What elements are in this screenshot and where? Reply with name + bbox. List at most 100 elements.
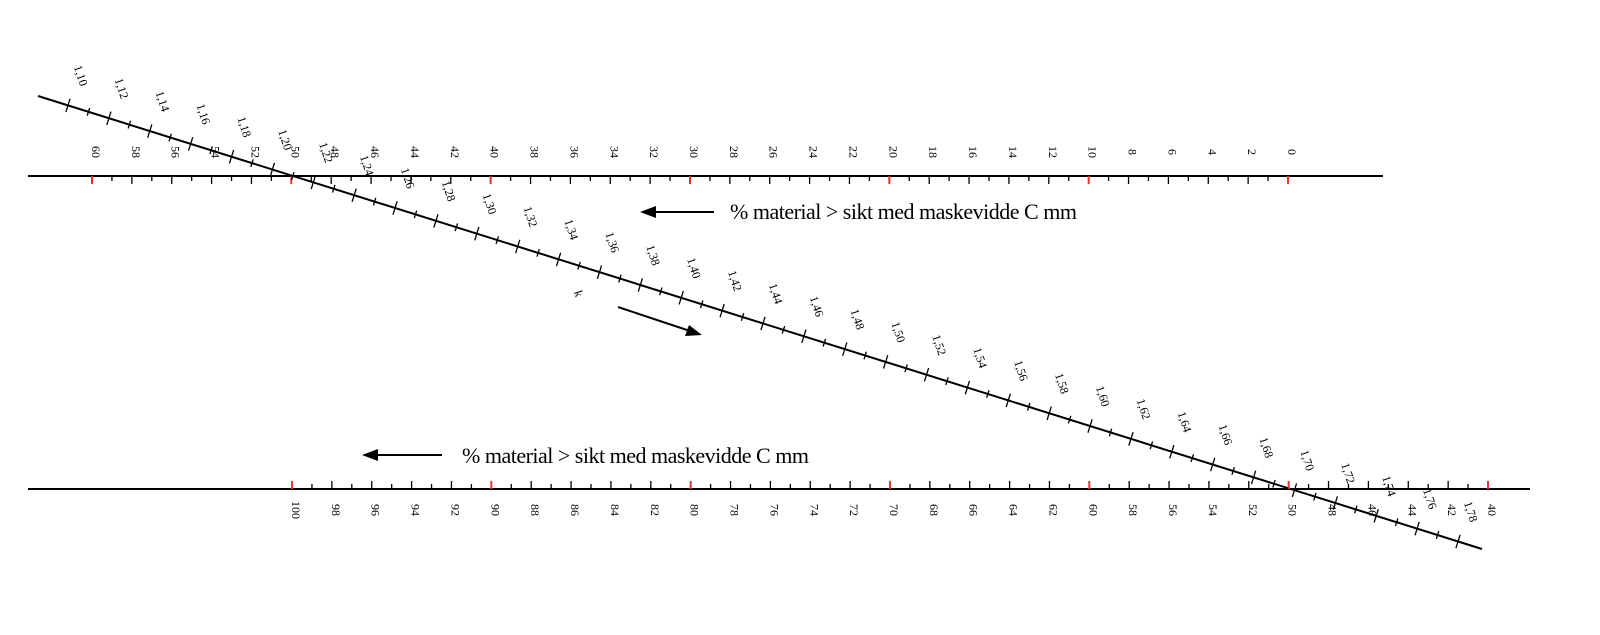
diagonal-scale-tick [1005,393,1012,408]
diagonal-scale-tick [1250,470,1257,485]
diagonal-scale-tick [1067,415,1072,424]
top-scale-tick-label: 16 [966,146,980,158]
top-scale-tick-label: 48 [328,146,342,158]
bottom-scale-labels: 100 98 96 94 92 90 88 86 84 82 80 78 76 74 72 70 68 66 64 6… [289,501,1499,519]
top-scale-tick-label: 56 [169,146,183,158]
diagonal-scale-tick [781,325,786,334]
diagonal-scale-tick [740,313,745,322]
diagonal-scale-tick [1046,406,1052,421]
diagonal-scale-tick [1108,428,1113,437]
bottom-scale-tick-label: 92 [448,504,462,516]
bottom-scale-tick-label: 76 [767,504,781,516]
diagonal-scale-tick [577,261,581,270]
diagonal-scale-tick-label: 1,26 [398,166,418,190]
diagonal-scale-tick-label: 1,22 [316,140,336,164]
diagonal-direction-group [617,306,702,336]
top-scale-tick-label: 40 [488,146,502,158]
diagonal-scale-tick [351,188,357,203]
diagonal-scale-tick [250,159,254,168]
diagonal-scale-tick [1272,479,1276,488]
top-scale-tick-label: 38 [528,146,542,158]
diagonal-direction-arrowhead-icon [685,325,702,336]
top-scale-tick-label: 60 [89,146,103,158]
diagonal-scale-tick [1149,441,1154,450]
top-scale-tick-label: 12 [1046,146,1060,158]
diagonal-scale-tick [269,162,276,177]
bottom-caption-group: % material > sikt med maskevidde C mm [362,443,809,468]
diagonal-scale-tick-label: 1,66 [1216,423,1236,447]
top-caption-group: % material > sikt med maskevidde C mm [640,199,1077,224]
diagonal-scale-tick [986,389,990,398]
diagonal-scale-tick-label: 1,16 [194,102,214,126]
diagonal-scale-tick-label: 1,38 [643,243,663,267]
bottom-scale-tick-label: 98 [329,504,343,516]
diagonal-scale-tick [1455,534,1461,549]
diagonal-scale-tick-label: 1,44 [766,281,786,305]
diagonal-scale-tick-label: 1,74 [1379,474,1399,498]
diagonal-scale-tick-label: 1,34 [561,217,581,241]
diagonal-scale-tick-label: 1,60 [1093,384,1113,408]
top-scale-tick-label: 10 [1086,146,1100,158]
bottom-scale-tick-label: 56 [1166,504,1180,516]
diagonal-scale: 1,10 1,12 1,14 1,16 1,18 1,20 1,22 1,24 1,26 1,28… [37,63,1483,550]
bottom-scale-tick-label: 84 [608,504,622,516]
diagonal-scale-tick [209,146,213,155]
diagonal-scale-tick-label: 1,18 [234,115,254,139]
diagonal-scale-tick [555,252,562,267]
diagonal-scale-tick [228,149,235,164]
top-scale-tick-label: 34 [607,146,621,158]
bottom-scale-tick-label: 60 [1086,504,1100,516]
top-scale-tick-label: 58 [129,146,143,158]
diagonal-scale-tick [658,287,663,296]
diagonal-scale-tick-label: 1,52 [929,333,949,357]
bottom-scale-tick-label: 48 [1326,504,1340,516]
diagonal-scale-tick [495,236,500,245]
diagonal-scale-tick [310,175,317,190]
diagonal-scale-tick [65,98,71,113]
diagonal-scale-tick [392,201,398,215]
diagonal-direction-arrow-icon [617,306,691,332]
diagonal-scale-tick [1414,521,1420,536]
diagonal-scale-tick [760,316,766,331]
bottom-scale-tick-label: 46 [1365,504,1379,516]
diagonal-scale-tick-label: 1,24 [357,153,377,177]
diagonal-scale-tick-label: 1,40 [684,256,704,280]
top-scale-tick-label: 26 [767,146,781,158]
diagonal-scale-tick [1353,505,1358,514]
diagonal-scale-tick [923,367,930,382]
diagonal-scale-labels: 1,10 1,12 1,14 1,16 1,18 1,20 1,22 1,24 1,26 1,28… [71,63,1481,523]
diagonal-scale-tick-label: 1,50 [889,320,909,344]
diagonal-scale-tick-label: 1,62 [1134,397,1154,421]
bottom-scale-tick-label: 72 [847,504,861,516]
diagonal-scale-tick [536,248,540,257]
bottom-scale-tick-label: 62 [1046,504,1060,516]
diagonal-scale-tick [413,210,418,219]
bottom-scale-tick-label: 52 [1246,504,1260,516]
bottom-scale-tick-label: 42 [1445,504,1459,516]
diagonal-scale-tick [1231,466,1235,475]
diagonal-scale-tick [699,300,704,309]
diagonal-scale-tick [106,111,112,126]
bottom-scale-tick-label: 88 [528,504,542,516]
top-scale-tick-label: 22 [846,146,860,158]
diagonal-scale-tick [1128,431,1134,446]
diagonal-scale-tick-label: 1,12 [112,76,132,100]
bottom-scale: 100 98 96 94 92 90 88 86 84 82 80 78 76 74 72 70 68 66 64 6… [28,481,1530,519]
diagonal-scale-tick [147,124,153,138]
bottom-scale-tick-label: 70 [887,504,901,516]
diagonal-scale-tick [1435,531,1440,540]
top-scale-tick-label: 50 [288,146,302,158]
diagonal-scale-tick [1313,492,1317,501]
bottom-scale-caption: % material > sikt med maskevidde C mm [462,443,809,468]
diagonal-scale-tick-label: 1,68 [1256,435,1276,459]
bottom-scale-tick-label: 86 [568,504,582,516]
diagonal-scale-tick-label: 1,58 [1052,371,1072,395]
bottom-scale-tick-label: 40 [1485,504,1499,516]
diagonal-scale-tick [454,223,459,232]
diagonal-scale-tick [678,290,684,305]
diagonal-scale-tick [1332,496,1339,510]
top-scale-tick-label: 42 [448,146,462,158]
top-scale-tick-label: 18 [926,146,940,158]
bottom-scale-tick-label: 68 [927,504,941,516]
top-scale-labels: 6058565452504846444240383634323028262422… [89,146,1299,158]
